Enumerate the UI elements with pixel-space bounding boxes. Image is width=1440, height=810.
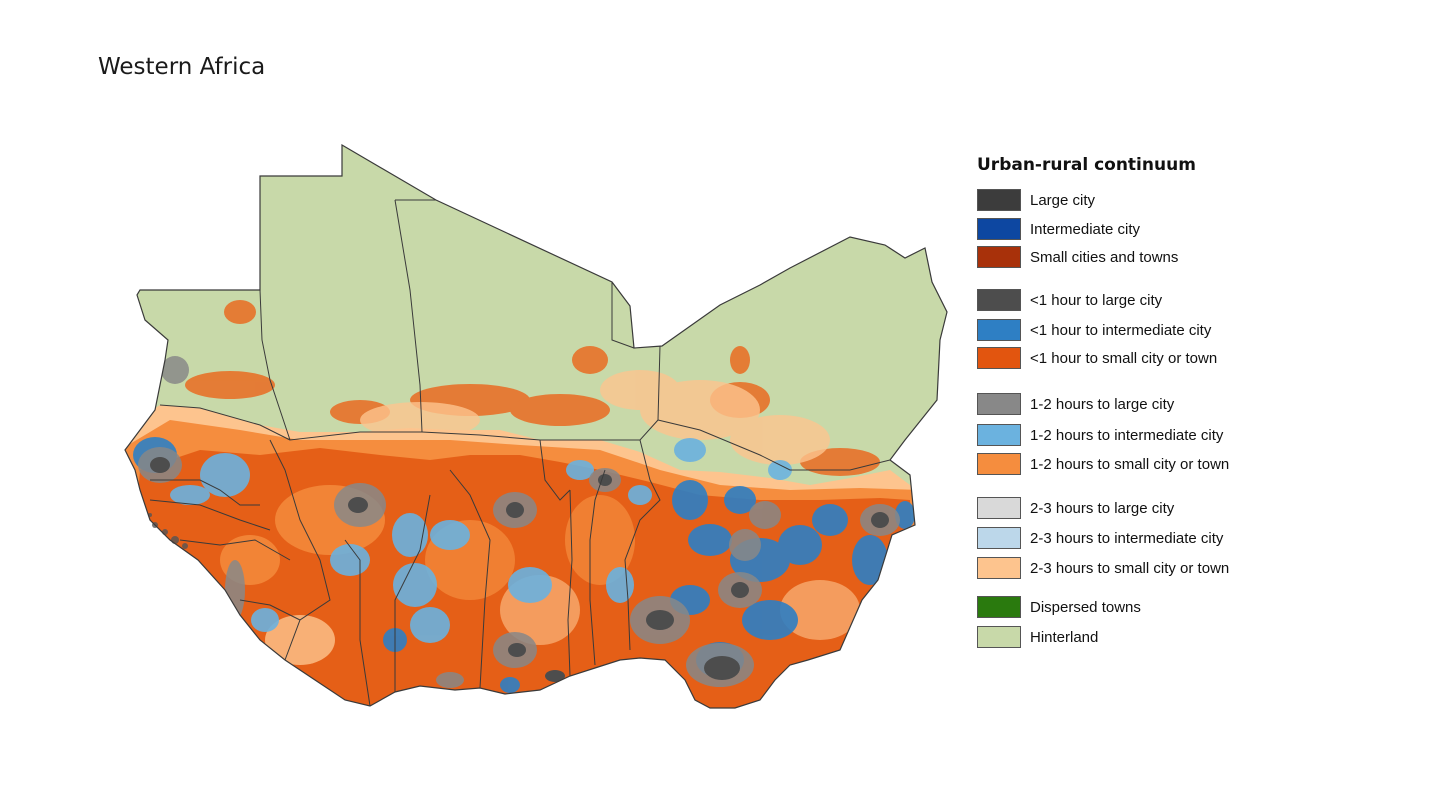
legend-label: Large city: [1030, 191, 1096, 209]
legend-item-small-cities-towns: Small cities and towns: [977, 245, 1178, 269]
legend-label: <1 hour to intermediate city: [1030, 321, 1212, 339]
legend-label: <1 hour to small city or town: [1030, 349, 1218, 367]
legend-item-dispersed-towns: Dispersed towns: [977, 595, 1141, 619]
legend-label: 2-3 hours to large city: [1030, 499, 1175, 517]
legend-item-lt1h-intermediate-city: <1 hour to intermediate city: [977, 318, 1211, 342]
legend-item-hinterland: Hinterland: [977, 625, 1098, 649]
legend-item-lt1h-small-city: <1 hour to small city or town: [977, 346, 1217, 370]
legend-item-intermediate-city: Intermediate city: [977, 217, 1140, 241]
legend-swatch: [977, 596, 1021, 618]
legend-label: 1-2 hours to large city: [1030, 395, 1175, 413]
legend-title: Urban-rural continuum: [977, 155, 1196, 175]
legend-item-1-2h-intermediate-city: 1-2 hours to intermediate city: [977, 423, 1223, 447]
legend-swatch: [977, 289, 1021, 311]
map-title: Western Africa: [98, 54, 266, 80]
legend-swatch: [977, 319, 1021, 341]
legend-swatch: [977, 246, 1021, 268]
map-fill: [125, 145, 947, 708]
legend-swatch: [977, 497, 1021, 519]
country-borders: [149, 199, 891, 707]
legend-swatch: [977, 557, 1021, 579]
legend-label: Small cities and towns: [1030, 248, 1179, 266]
legend-swatch: [977, 189, 1021, 211]
legend-swatch: [977, 218, 1021, 240]
legend-item-large-city: Large city: [977, 188, 1095, 212]
legend-label: 2-3 hours to small city or town: [1030, 559, 1230, 577]
legend-item-lt1h-large-city: <1 hour to large city: [977, 288, 1162, 312]
legend-swatch: [977, 626, 1021, 648]
legend-swatch: [977, 527, 1021, 549]
legend-label: Dispersed towns: [1030, 598, 1141, 616]
legend-swatch: [977, 453, 1021, 475]
legend-swatch: [977, 347, 1021, 369]
legend-label: 1-2 hours to small city or town: [1030, 455, 1230, 473]
legend-item-1-2h-small-city: 1-2 hours to small city or town: [977, 452, 1229, 476]
legend-swatch: [977, 424, 1021, 446]
legend-swatch: [977, 393, 1021, 415]
legend-item-2-3h-large-city: 2-3 hours to large city: [977, 496, 1174, 520]
legend-label: 1-2 hours to intermediate city: [1030, 426, 1224, 444]
legend-label: Hinterland: [1030, 628, 1099, 646]
legend-item-2-3h-intermediate-city: 2-3 hours to intermediate city: [977, 526, 1223, 550]
legend-item-2-3h-small-city: 2-3 hours to small city or town: [977, 556, 1229, 580]
legend-label: 2-3 hours to intermediate city: [1030, 529, 1224, 547]
region-outline: [124, 143, 948, 709]
legend-label: <1 hour to large city: [1030, 291, 1163, 309]
legend-label: Intermediate city: [1030, 220, 1141, 238]
legend-item-1-2h-large-city: 1-2 hours to large city: [977, 392, 1174, 416]
